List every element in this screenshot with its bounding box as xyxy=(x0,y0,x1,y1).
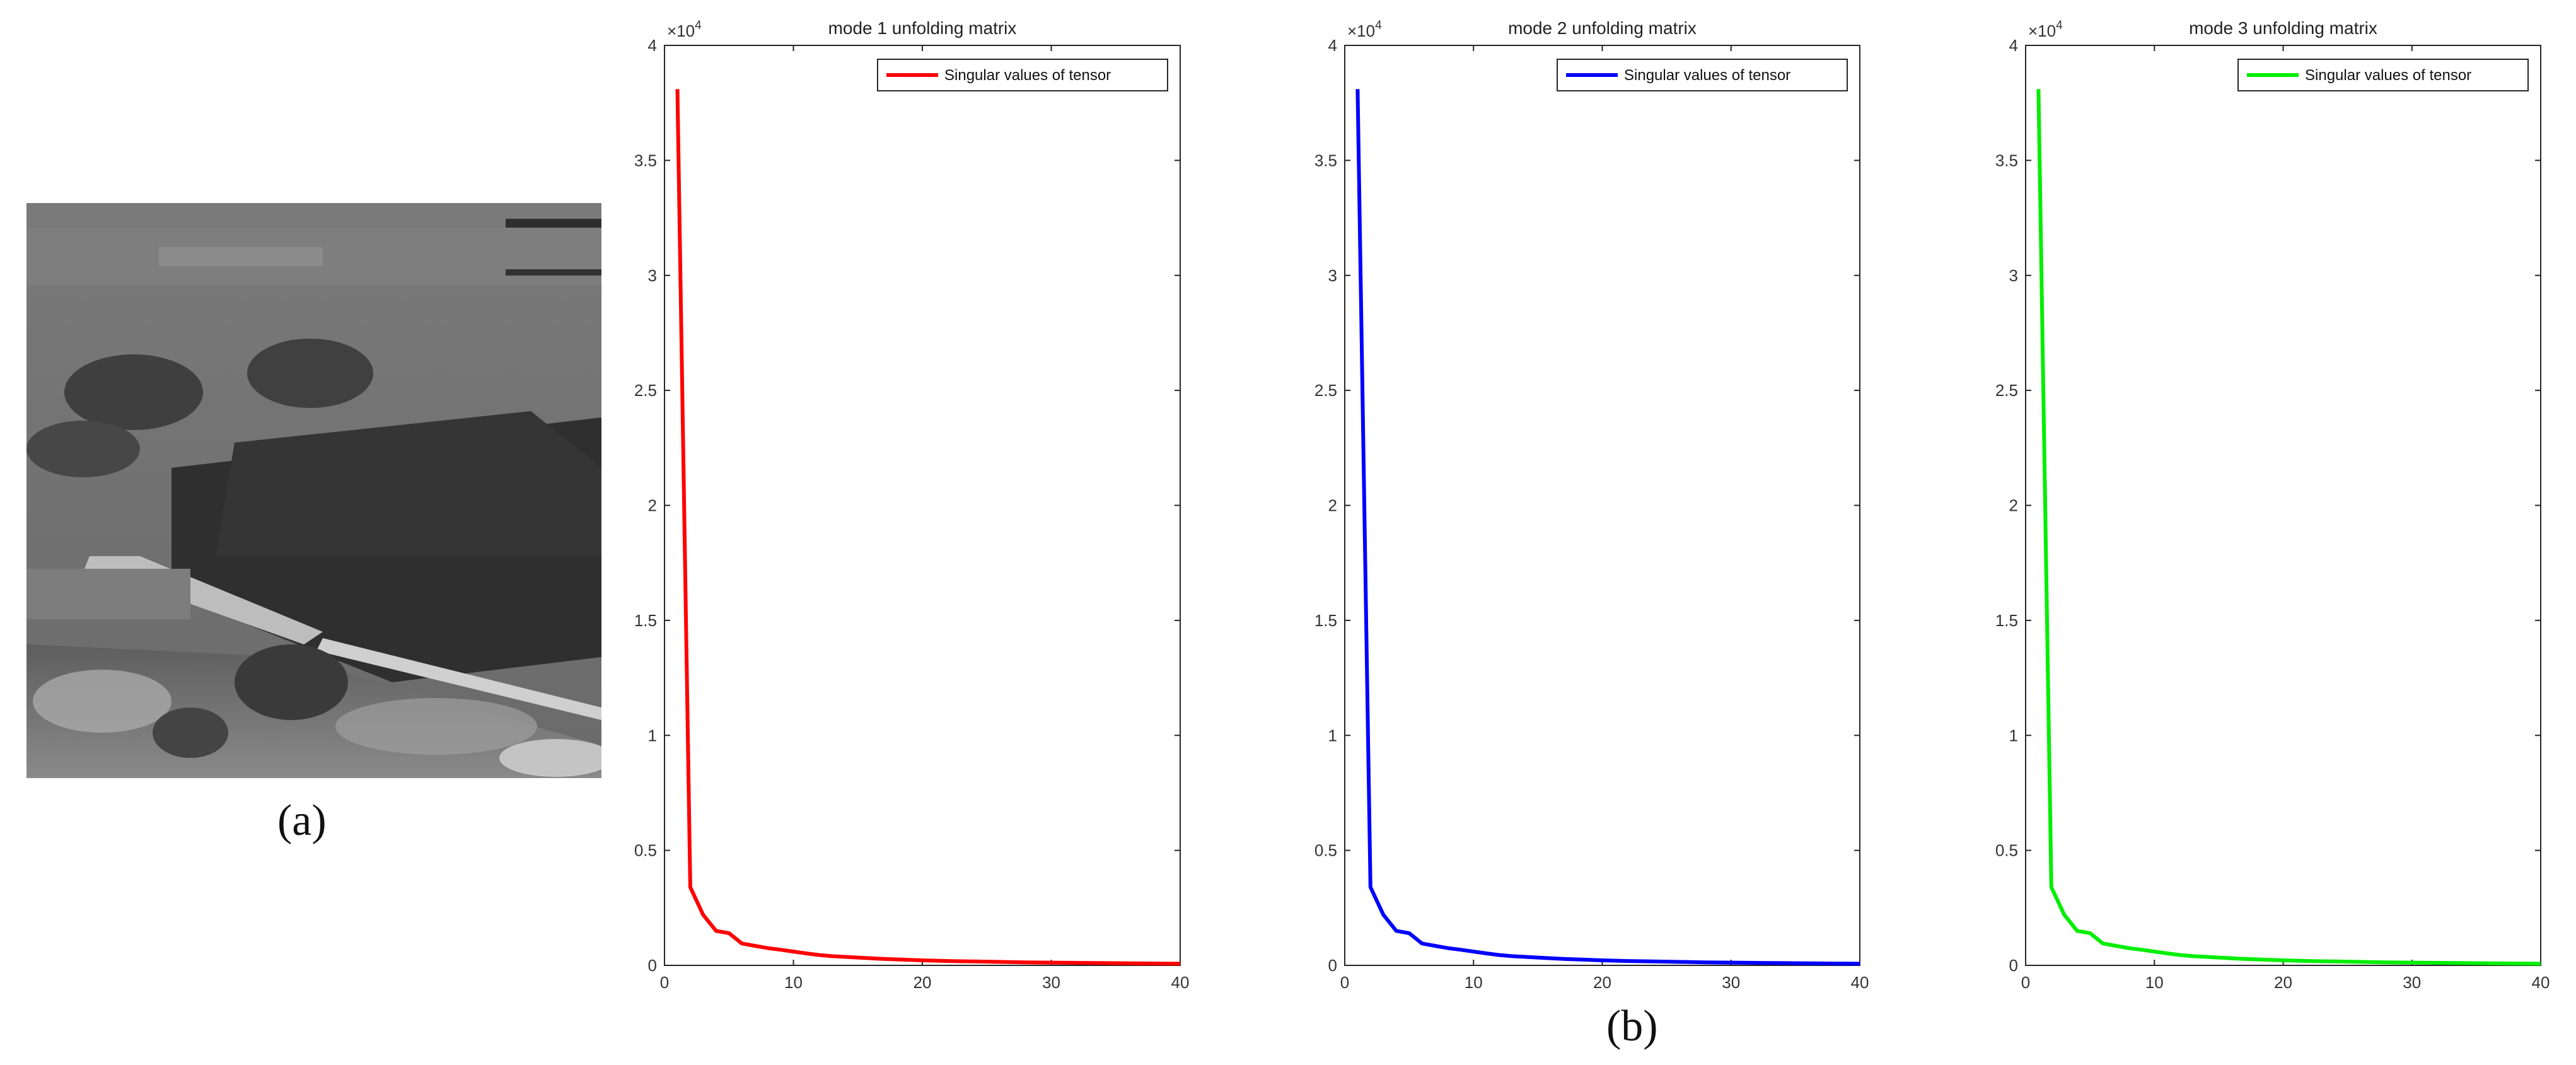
y-tick-label: 1 xyxy=(648,726,657,745)
chart-3: mode 3 unfolding matrix ×104 0 0.5 1 1.5 2 2.5 3… xyxy=(1995,18,2550,992)
y-tick-label: 0 xyxy=(648,956,657,975)
x-tick-label: 10 xyxy=(1465,973,1483,992)
y-tick-label: 3 xyxy=(648,266,657,285)
y-scale-label: ×104 xyxy=(2028,19,2063,40)
y-tick-label: 2.5 xyxy=(1995,381,2018,400)
x-tick-label: 10 xyxy=(2145,973,2164,992)
x-tick-label: 30 xyxy=(1042,973,1060,992)
chart-1: mode 1 unfolding matrix ×104 0 0.5 1 1.5 2 2.5 3… xyxy=(634,18,1190,992)
x-tick-label: 0 xyxy=(1340,973,1349,992)
legend: Singular values of tensor xyxy=(1557,59,1848,91)
landscape-photo-drawing xyxy=(26,203,601,778)
legend-label: Singular values of tensor xyxy=(2305,67,2471,84)
y-scale-label: ×104 xyxy=(667,19,702,40)
y-tick-label: 2.5 xyxy=(634,381,657,400)
y-tick-label: 1.5 xyxy=(1995,611,2018,630)
caption-b: (b) xyxy=(1606,1002,1658,1050)
x-tick-label: 0 xyxy=(2021,973,2030,992)
x-tick-label: 10 xyxy=(784,973,803,992)
y-tick-label: 0.5 xyxy=(1314,841,1337,860)
y-tick-label: 2 xyxy=(2009,496,2018,515)
y-tick-label: 2 xyxy=(648,496,657,515)
y-scale-label: ×104 xyxy=(1347,19,1382,40)
x-tick-label: 20 xyxy=(2274,973,2292,992)
x-tick-label: 20 xyxy=(1593,973,1611,992)
chart-title: mode 2 unfolding matrix xyxy=(1508,18,1697,38)
y-tick-label: 1.5 xyxy=(634,611,657,630)
y-tick-label: 3.5 xyxy=(634,151,657,170)
x-tick-label: 30 xyxy=(1722,973,1740,992)
chart-2: mode 2 unfolding matrix ×104 0 0.5 1 1.5 2 2.5 3… xyxy=(1314,18,1869,992)
series-line xyxy=(675,89,1181,966)
x-tick-label: 40 xyxy=(1171,973,1190,992)
y-tick-label: 4 xyxy=(1328,36,1337,55)
y-tick-label: 2.5 xyxy=(1314,381,1337,400)
legend-label: Singular values of tensor xyxy=(944,67,1111,84)
y-tick-label: 3 xyxy=(2009,266,2018,285)
infrared-landscape-image xyxy=(26,203,601,778)
x-tick-label: 40 xyxy=(2532,973,2550,992)
series-line xyxy=(1355,89,1860,966)
y-tick-label: 4 xyxy=(648,36,657,55)
y-tick-label: 3.5 xyxy=(1995,151,2018,170)
legend-label: Singular values of tensor xyxy=(1624,67,1790,84)
x-tick-label: 40 xyxy=(1851,973,1869,992)
legend: Singular values of tensor xyxy=(877,59,1168,91)
y-tick-label: 1 xyxy=(2009,726,2018,745)
y-tick-label: 0 xyxy=(1328,956,1337,975)
y-tick-label: 0 xyxy=(2009,956,2018,975)
chart-title: mode 3 unfolding matrix xyxy=(2189,18,2377,38)
series-line xyxy=(2036,89,2541,966)
y-tick-label: 3.5 xyxy=(1314,151,1337,170)
y-tick-label: 0.5 xyxy=(634,841,657,860)
y-tick-label: 0.5 xyxy=(1995,841,2018,860)
y-tick-label: 3 xyxy=(1328,266,1337,285)
axes-box xyxy=(2025,45,2541,966)
y-tick-label: 4 xyxy=(2009,36,2018,55)
caption-a: (a) xyxy=(277,796,327,845)
x-tick-label: 20 xyxy=(914,973,932,992)
y-tick-label: 1.5 xyxy=(1314,611,1337,630)
axes-box xyxy=(1344,45,1860,966)
legend: Singular values of tensor xyxy=(2237,59,2529,91)
y-tick-label: 2 xyxy=(1328,496,1337,515)
x-tick-label: 30 xyxy=(2403,973,2421,992)
axes-box xyxy=(664,45,1181,966)
x-tick-label: 0 xyxy=(660,973,669,992)
y-tick-label: 1 xyxy=(1328,726,1337,745)
chart-title: mode 1 unfolding matrix xyxy=(828,18,1017,38)
